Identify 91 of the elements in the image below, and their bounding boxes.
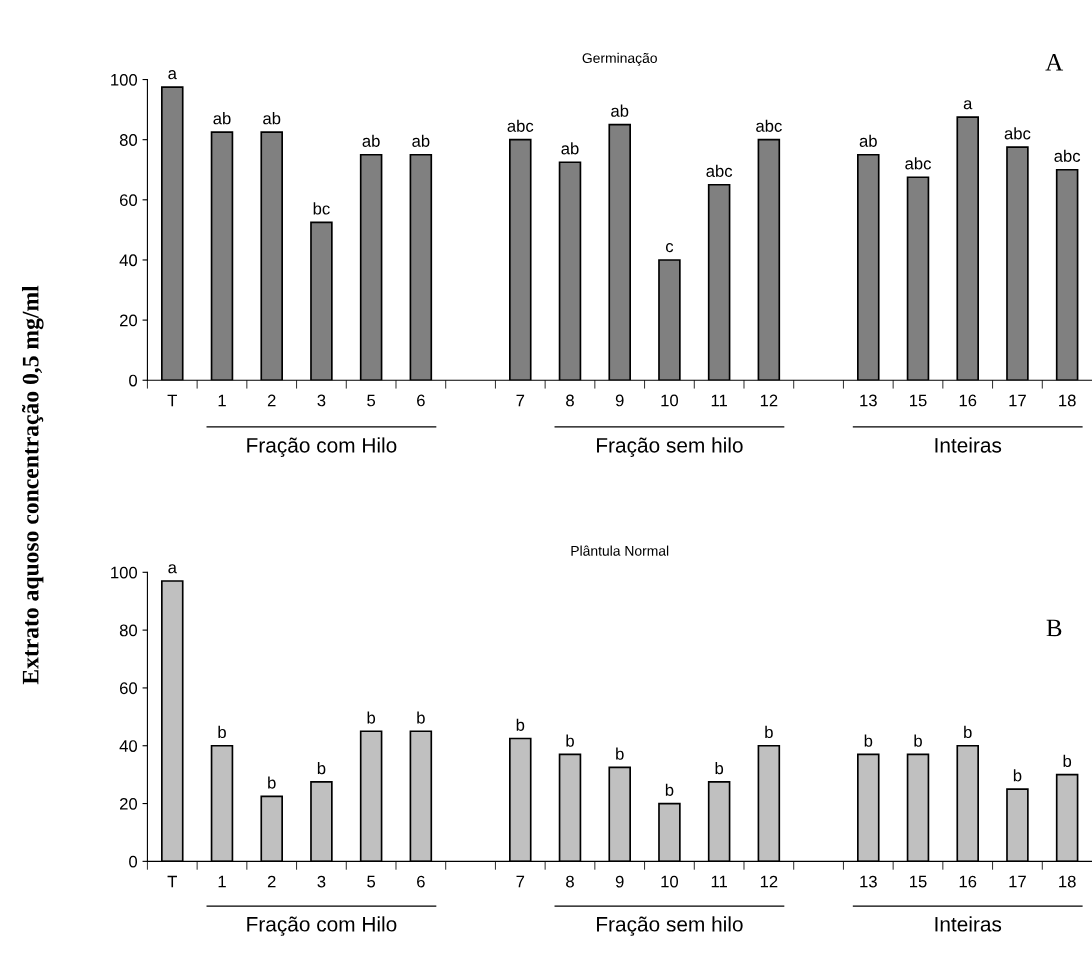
x-tick-label: 16 — [959, 394, 977, 407]
x-tick-label: 2 — [267, 875, 276, 888]
x-tick-label: 8 — [566, 875, 574, 888]
y-tick-label: 0 — [129, 374, 138, 387]
data-label: b — [566, 734, 574, 747]
x-tick-label: 11 — [711, 875, 727, 888]
y-tick-label: 40 — [119, 254, 138, 267]
x-tick-label: T — [167, 394, 177, 407]
x-tick-label: 3 — [317, 875, 326, 888]
x-tick-label: 10 — [661, 875, 679, 888]
x-tick-label: 1 — [218, 394, 226, 407]
data-label: b — [765, 725, 773, 739]
x-tick-label: 6 — [417, 394, 425, 407]
data-label: a — [168, 564, 177, 574]
x-tick-label: 16 — [959, 875, 977, 888]
y-tick-label: 40 — [119, 740, 138, 752]
text: A — [1045, 54, 1064, 71]
x-tick-label: 5 — [367, 875, 376, 888]
x-tick-label: 13 — [860, 875, 877, 888]
data-label: bc — [313, 202, 330, 215]
y-tick-label: 80 — [119, 624, 138, 637]
y-axis-title: Extrato aquoso concentração 0,5 mg/ml — [21, 285, 44, 685]
x-tick-label: 1 — [218, 875, 226, 888]
data-label: abc — [507, 119, 534, 132]
data-label: ab — [362, 134, 380, 147]
text: Inteiras — [935, 916, 1002, 932]
x-tick-label: 8 — [566, 394, 574, 407]
data-label: b — [516, 718, 525, 731]
y-tick-label: 80 — [119, 134, 138, 146]
x-tick-label: 7 — [516, 394, 525, 407]
data-label: b — [417, 711, 425, 724]
data-label: b — [1063, 754, 1072, 768]
x-tick-label: 17 — [1009, 394, 1026, 407]
data-label: b — [964, 725, 972, 739]
x-tick-label: 15 — [910, 394, 927, 407]
data-label: abc — [1054, 149, 1081, 162]
text: Inteiras — [935, 437, 1002, 453]
data-label: b — [864, 734, 873, 747]
chart-title: Plântula Normal — [571, 545, 669, 556]
data-label: abc — [756, 119, 782, 132]
data-label: b — [268, 776, 276, 789]
y-tick-label: 60 — [120, 194, 138, 207]
data-label: b — [914, 734, 922, 747]
data-label: c — [665, 243, 674, 253]
x-tick-label: 5 — [367, 394, 376, 407]
x-tick-label: 12 — [760, 394, 778, 407]
chart-title: Germinação — [582, 52, 657, 66]
x-tick-label: 2 — [267, 394, 276, 407]
data-label: a — [168, 70, 177, 80]
data-label: ab — [213, 112, 231, 125]
data-label: b — [367, 711, 376, 724]
y-tick-label: 100 — [111, 73, 138, 86]
data-label: ab — [412, 134, 430, 147]
text: Fração com Hilo — [247, 916, 397, 936]
x-tick-label: 13 — [860, 394, 877, 407]
data-label: b — [317, 762, 326, 775]
text: Fração sem hilo — [597, 916, 743, 936]
data-label: abc — [706, 164, 733, 177]
data-label: ab — [561, 142, 579, 155]
x-tick-label: 6 — [417, 875, 425, 888]
data-label: ab — [263, 112, 281, 125]
data-label: abc — [905, 157, 931, 170]
data-label: b — [1013, 769, 1022, 782]
x-tick-label: 10 — [661, 394, 679, 407]
x-tick-label: 15 — [910, 875, 927, 888]
y-tick-label: 100 — [111, 566, 138, 579]
y-tick-label: 20 — [120, 314, 138, 327]
data-label: a — [963, 100, 973, 110]
text: Fração com Hilo — [247, 437, 397, 457]
data-label: b — [665, 783, 674, 796]
annotation: B — [1046, 619, 1062, 637]
data-label: ab — [859, 134, 877, 147]
x-tick-label: 17 — [1009, 875, 1026, 888]
x-tick-label: 11 — [711, 394, 727, 407]
data-label: b — [715, 762, 724, 775]
x-tick-label: 9 — [615, 394, 624, 407]
x-tick-label: 3 — [317, 394, 326, 407]
x-tick-label: 18 — [1059, 394, 1076, 407]
data-label: b — [218, 725, 226, 739]
y-tick-label: 0 — [129, 855, 138, 868]
x-tick-label: 12 — [760, 875, 778, 888]
x-tick-label: 18 — [1059, 875, 1076, 888]
x-tick-label: T — [167, 875, 177, 888]
data-label: abc — [1004, 127, 1031, 140]
x-tick-label: 9 — [615, 875, 624, 888]
data-label: b — [616, 747, 624, 760]
y-tick-label: 20 — [120, 797, 138, 810]
text: Fração sem hilo — [597, 437, 743, 457]
data-label: ab — [611, 104, 629, 117]
x-tick-label: 7 — [516, 875, 525, 888]
y-tick-label: 60 — [120, 682, 138, 695]
